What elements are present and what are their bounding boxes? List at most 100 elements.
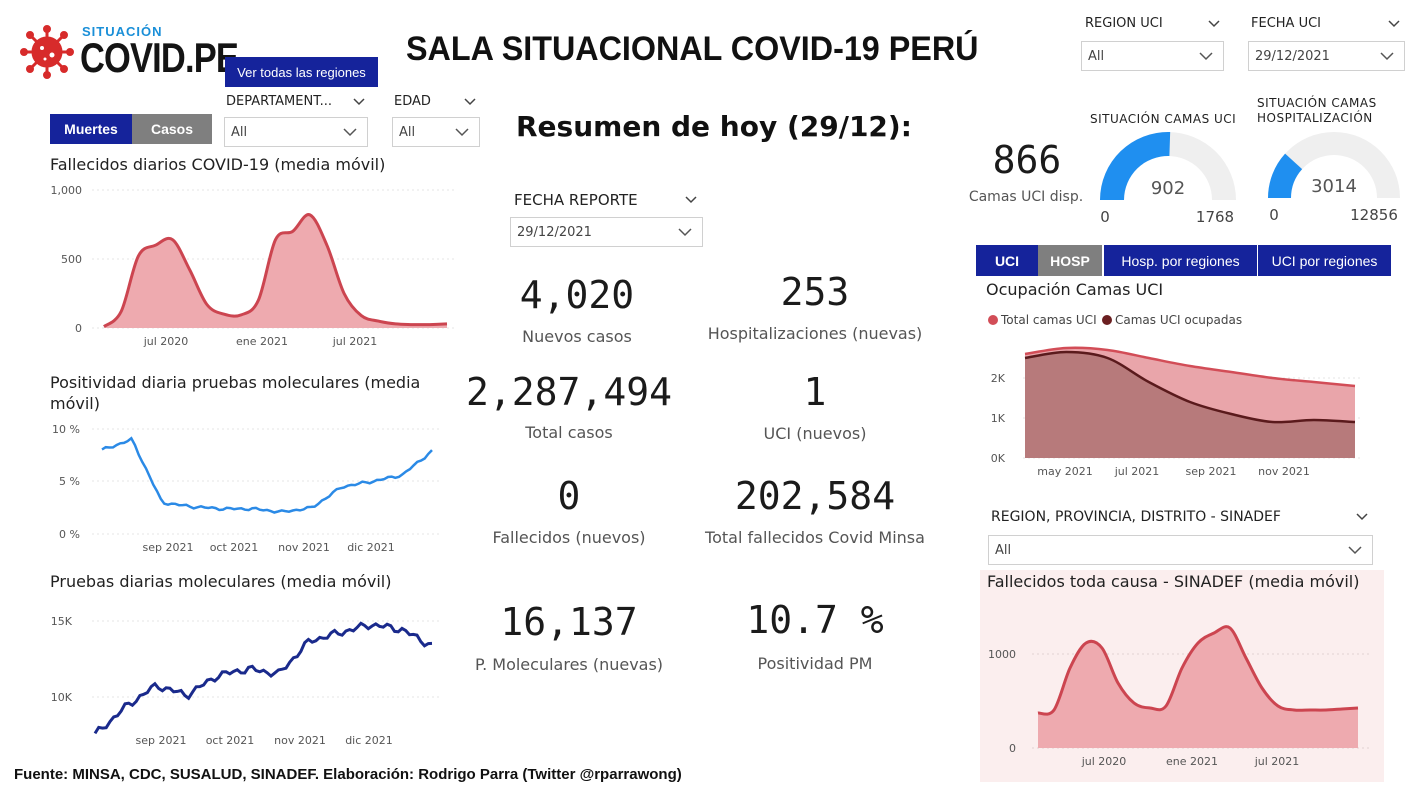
legend-total: Total camas UCI [1000,313,1097,327]
edad-dropdown[interactable]: All [392,117,480,147]
gauge-uci: 902 0 1768 [1100,132,1236,226]
kpi-total-fallecidos-label: Total fallecidos Covid Minsa [705,528,925,547]
gauge-uci-min: 0 [1100,208,1110,226]
gauge-hosp: 3014 0 12856 [1268,132,1400,224]
x-tick: jul 2021 [1254,755,1300,768]
positivity-chart-title: Positividad diaria pruebas moleculares (… [50,372,420,414]
y-tick: 5 % [59,475,80,488]
fecha-reporte-value: 29/12/2021 [517,224,592,240]
region-uci-dropdown[interactable]: All [1081,41,1224,71]
y-tick: 500 [61,253,82,266]
y-tick: 1000 [988,648,1016,661]
fecha-reporte-label: FECHA REPORTE [514,191,638,209]
kpi-positividad-label: Positividad PM [757,654,873,673]
deaths-chart-title: Fallecidos diarios COVID-19 (media móvil… [50,155,386,174]
gauge-uci-title: SITUACIÓN CAMAS UCI [1090,112,1237,126]
chevron-down-icon [455,128,469,137]
footer-source: Fuente: MINSA, CDC, SUSALUD, SINADEF. El… [14,766,682,783]
fecha-reporte-dropdown[interactable]: 29/12/2021 [510,217,703,247]
legend-marker [988,315,998,325]
positivity-title-line1: Positividad diaria pruebas moleculares (… [50,373,421,392]
deaths-chart: 1,000 500 0 jul 2020 ene 2021 jul 2021 [51,184,455,348]
tests-chart-title: Pruebas diarias moleculares (media móvil… [50,572,392,591]
y-tick: 0 % [59,528,80,541]
kpi-total-fallecidos-value: 202,584 [734,474,896,518]
departamento-dropdown[interactable]: All [224,117,368,147]
uci-available-value: 866 [992,138,1062,182]
x-tick: nov 2021 [1258,465,1310,478]
y-tick: 2K [991,372,1006,385]
gauge-hosp-fill [1268,153,1303,198]
x-tick: dic 2021 [345,734,393,747]
kpi-nuevos-casos-value: 4,020 [519,273,635,317]
y-tick: 15K [51,615,73,628]
gauge-hosp-value: 3014 [1311,176,1357,197]
gauge-hosp-min: 0 [1269,206,1279,224]
y-tick: 0K [991,452,1006,465]
summary-title: Resumen de hoy (29/12): [516,110,912,143]
chevron-down-icon [678,228,692,237]
chevron-down-icon[interactable] [1387,19,1401,29]
gauge-uci-max: 1768 [1196,208,1234,226]
x-tick: may 2021 [1037,465,1092,478]
chevron-down-icon [1199,52,1213,61]
edad-filter-label: EDAD [394,94,431,109]
gauge-hosp-track [1268,132,1400,198]
view-all-regions-button[interactable]: Ver todas las regiones [225,57,378,87]
x-tick: sep 2021 [143,541,194,554]
chevron-down-icon [1380,52,1394,61]
x-tick: sep 2021 [136,734,187,747]
x-tick: dic 2021 [347,541,395,554]
x-tick: oct 2021 [206,734,255,747]
y-tick: 1,000 [51,184,83,197]
gauge-uci-fill [1100,132,1171,200]
uci-occupied-area [1025,352,1355,458]
tab-hosp[interactable]: HOSP [1038,245,1102,276]
deaths-area [104,214,447,328]
fecha-uci-dropdown[interactable]: 29/12/2021 [1248,41,1405,71]
page-title: SALA SITUACIONAL COVID-19 PERÚ [406,30,979,68]
uci-chart: Total camas UCI Camas UCI ocupadas 2K 1K… [988,313,1360,478]
kpi-moleculares-label: P. Moleculares (nuevas) [474,655,664,674]
deaths-line [103,213,448,328]
tests-line [93,621,433,735]
legend-ocupadas: Camas UCI ocupadas [1115,313,1242,327]
fecha-uci-filter-label: FECHA UCI [1251,16,1321,31]
positivity-line [101,436,433,514]
y-tick: 10K [51,691,73,704]
x-tick: ene 2021 [1166,755,1218,768]
tab-hosp-por-regiones[interactable]: Hosp. por regiones [1104,245,1257,276]
y-tick: 0 [75,322,82,335]
x-tick: sep 2021 [1186,465,1237,478]
tab-casos[interactable]: Casos [132,114,212,144]
y-tick: 10 % [52,423,80,436]
sinadef-filter-label: REGION, PROVINCIA, DISTRITO - SINADEF [991,509,1281,525]
chevron-down-icon [343,128,357,137]
x-tick: jul 2020 [143,335,189,348]
logo-subtitle: SITUACIÓN [82,24,163,39]
chevron-down-icon[interactable] [463,97,477,107]
x-tick: oct 2021 [210,541,259,554]
y-tick: 1K [991,412,1006,425]
x-tick: ene 2021 [236,335,288,348]
kpi-hospitalizaciones-label: Hospitalizaciones (nuevas) [707,324,923,343]
sinadef-dropdown[interactable]: All [988,535,1373,565]
tab-muertes[interactable]: Muertes [50,114,132,144]
kpi-uci-nuevos-value: 1 [803,370,827,414]
fecha-uci-value: 29/12/2021 [1255,48,1330,64]
chevron-down-icon[interactable] [352,97,366,107]
departamento-filter-label: DEPARTAMENT... [226,94,332,109]
positivity-title-line2: móvil) [50,394,100,413]
kpi-uci-nuevos-label: UCI (nuevos) [763,424,867,443]
tab-uci-por-regiones[interactable]: UCI por regiones [1258,245,1391,276]
kpi-total-casos-label: Total casos [525,423,613,442]
chevron-down-icon[interactable] [684,195,698,205]
legend-marker [1102,315,1112,325]
chevron-down-icon[interactable] [1355,512,1369,522]
gauge-hosp-title-line1: SITUACIÓN CAMAS [1257,96,1377,110]
logo-wordmark: COVID.PE [80,34,239,81]
covid-logo [16,16,226,88]
tab-uci[interactable]: UCI [976,245,1038,276]
chevron-down-icon[interactable] [1207,19,1221,29]
sinadef-chart-title: Fallecidos toda causa - SINADEF (media m… [987,572,1360,591]
